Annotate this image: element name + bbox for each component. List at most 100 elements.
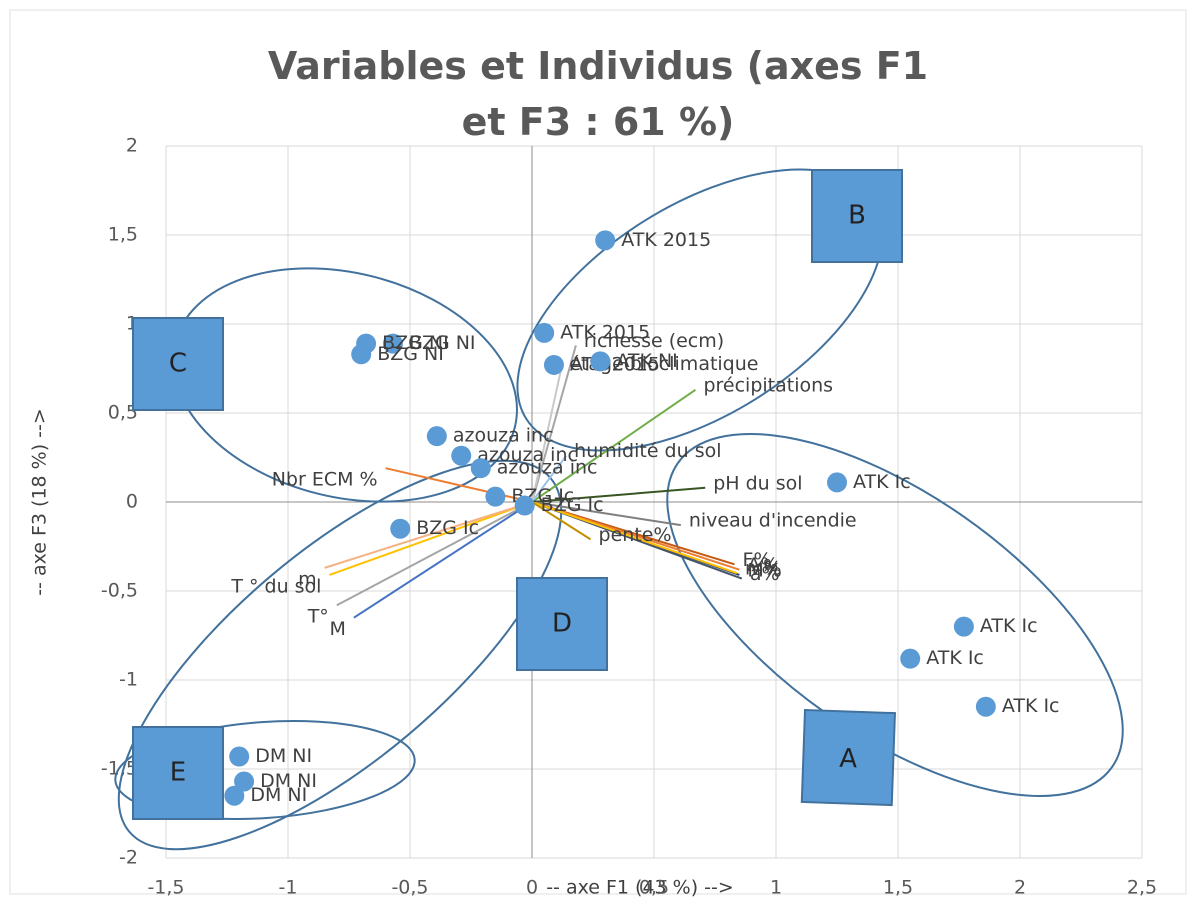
individual-point: [590, 351, 611, 372]
point-label: ATK 2015: [560, 321, 650, 343]
y-tick-label: -0,5: [101, 580, 138, 602]
x-tick-label: 1,5: [883, 877, 913, 899]
individual-point: [827, 472, 847, 493]
group-label: C: [169, 349, 187, 379]
point-label: azouza inc: [497, 457, 598, 479]
x-tick-label: -1,5: [147, 877, 184, 899]
x-tick-label: -0,5: [391, 877, 428, 899]
variable-label: M: [329, 618, 345, 640]
variable-label: F%: [743, 549, 772, 571]
x-tick-label: 0: [526, 877, 538, 899]
variable-label: précipitations: [703, 374, 833, 396]
y-tick-label: -1: [119, 669, 138, 691]
variable-vector: [531, 345, 577, 503]
point-label: BZG Ic: [416, 517, 479, 539]
variable-vector: [329, 501, 533, 576]
variable-vector: [531, 486, 706, 503]
point-label: ATK Ic: [853, 471, 911, 493]
point-label: DM NI: [255, 745, 312, 767]
y-axis-label: -- axe F3 (18 %) -->: [29, 408, 51, 596]
variable-vector: [324, 501, 533, 569]
group-box: [811, 169, 903, 263]
point-label: BZG NI: [409, 332, 476, 354]
point-label: ATK NI: [616, 350, 677, 372]
individual-point: [953, 616, 974, 637]
group-box: [132, 317, 224, 411]
point-label: azouza inc: [453, 425, 554, 447]
variable-vector: [531, 368, 563, 503]
group-boxes: A B C D E: [132, 169, 903, 820]
group-label: D: [552, 609, 572, 639]
y-tick-label: -2: [119, 847, 138, 869]
point-label: ATK Ic: [980, 615, 1038, 637]
x-tick-label: 2: [1014, 877, 1026, 899]
variable-label: m%: [745, 558, 782, 580]
individual-point: [470, 458, 491, 479]
variable-vector: [353, 501, 533, 619]
point-label: DM NI: [260, 770, 317, 792]
variable-vector: [385, 467, 533, 503]
point-label: ATK Ic: [926, 647, 984, 669]
y-tick-label: 0: [126, 491, 138, 513]
variable-label: niveau d'incendie: [689, 510, 857, 532]
individual-point: [900, 648, 921, 669]
variable-label: Nbr ECM %: [272, 469, 378, 491]
group-box: [516, 577, 608, 671]
individual-point: [229, 746, 250, 767]
point-label: ATK 2015: [621, 229, 711, 251]
x-axis-label: -- axe F1 (43 %) -->: [546, 877, 734, 899]
variable-vector: [531, 501, 592, 541]
group-label: A: [839, 744, 858, 775]
ellipse-e: [114, 719, 416, 821]
variable-label: a%: [750, 563, 780, 585]
individual-point: [485, 486, 506, 507]
variable-vector: [336, 501, 533, 607]
individual-point: [426, 426, 447, 447]
chart-title: Variables et Individus (axes F1 et F3 : …: [267, 44, 929, 144]
individual-point: [975, 696, 996, 717]
point-label: ATK Ic: [1002, 695, 1060, 717]
individual-point: [224, 785, 245, 806]
point-label: BZG Ic: [541, 494, 604, 516]
point-label: azouza inc: [477, 444, 578, 466]
group-box: [800, 708, 896, 807]
variable-label: T°: [307, 606, 329, 628]
point-label: BZG NI: [382, 332, 449, 354]
y-tick-label: 0,5: [108, 402, 138, 424]
group-box: [132, 726, 224, 820]
variable-label: étage bioclimatique: [569, 353, 758, 375]
individual-point: [595, 230, 616, 251]
individual-point: [543, 354, 564, 375]
variable-label: T ° du sol: [230, 575, 321, 597]
x-tick-label: -1: [279, 877, 298, 899]
variable-label: pH du sol: [713, 472, 802, 494]
variable-vector: [531, 389, 697, 503]
variable-label: richesse (ecm): [584, 330, 724, 352]
variable-label: humidité du sol: [574, 440, 721, 462]
variable-vector: [531, 501, 681, 527]
variable-label: M%: [747, 559, 781, 581]
individual-point: [534, 322, 555, 343]
group-label: B: [848, 201, 866, 231]
variable-vector: [531, 501, 738, 575]
individual-point: [451, 445, 472, 466]
variable-label: m: [298, 568, 317, 590]
individual-point: [351, 344, 372, 365]
individual-point: [390, 518, 411, 539]
variable-label: pente%: [599, 524, 672, 546]
individual-point: [514, 495, 535, 516]
group-label: E: [170, 758, 186, 788]
individual-point: [382, 333, 403, 354]
variable-vector: [531, 455, 567, 503]
y-tick-label: 1,5: [108, 224, 138, 246]
variable-label: A%: [747, 554, 778, 576]
y-tick-label: 2: [126, 135, 138, 157]
point-label: BZG NI: [377, 343, 444, 365]
chart-border: [9, 9, 1187, 895]
x-tick-label: 1: [770, 877, 782, 899]
point-label: DM NI: [250, 784, 307, 806]
individual-point: [234, 771, 255, 792]
x-tick-label: 0,5: [639, 877, 669, 899]
